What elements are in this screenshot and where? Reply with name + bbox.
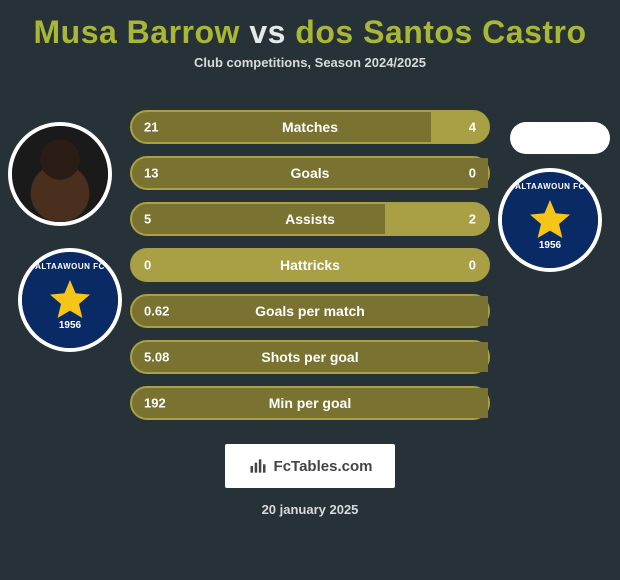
stat-row-goals: 13 0 Goals bbox=[130, 156, 490, 190]
subtitle: Club competitions, Season 2024/2025 bbox=[0, 55, 620, 70]
stat-label: Matches bbox=[282, 119, 338, 135]
stat-label: Assists bbox=[285, 211, 335, 227]
player1-name: Musa Barrow bbox=[33, 14, 239, 50]
stat-fill-left bbox=[132, 204, 385, 234]
player1-club-badge: ALTAAWOUN FC 1956 bbox=[18, 248, 122, 352]
stat-value-left: 21 bbox=[144, 120, 158, 135]
stat-row-goals-per-match: 0.62 Goals per match bbox=[130, 294, 490, 328]
stat-value-right: 2 bbox=[469, 212, 476, 227]
stat-value-right: 0 bbox=[469, 258, 476, 273]
club-name-text: ALTAAWOUN FC bbox=[22, 262, 118, 271]
vs-text: vs bbox=[249, 14, 286, 50]
stat-value-left: 5 bbox=[144, 212, 151, 227]
chart-icon bbox=[248, 456, 268, 476]
stat-row-hattricks: 0 0 Hattricks bbox=[130, 248, 490, 282]
stat-label: Min per goal bbox=[269, 395, 351, 411]
stat-value-left: 5.08 bbox=[144, 350, 169, 365]
stat-row-matches: 21 4 Matches bbox=[130, 110, 490, 144]
stat-value-right: 4 bbox=[469, 120, 476, 135]
club-name-text: ALTAAWOUN FC bbox=[502, 182, 598, 191]
player2-name: dos Santos Castro bbox=[295, 14, 586, 50]
fctables-logo: FcTables.com bbox=[225, 444, 395, 488]
club-year-text: 1956 bbox=[22, 320, 118, 331]
stat-row-min-per-goal: 192 Min per goal bbox=[130, 386, 490, 420]
comparison-title: Musa Barrow vs dos Santos Castro bbox=[0, 0, 620, 55]
player1-avatar bbox=[8, 122, 112, 226]
stat-value-left: 0 bbox=[144, 258, 151, 273]
stat-row-assists: 5 2 Assists bbox=[130, 202, 490, 236]
stat-value-right: 0 bbox=[469, 166, 476, 181]
club-year-text: 1956 bbox=[502, 240, 598, 251]
stat-row-shots-per-goal: 5.08 Shots per goal bbox=[130, 340, 490, 374]
star-icon bbox=[46, 276, 94, 324]
stat-value-left: 192 bbox=[144, 396, 166, 411]
stat-fill-right bbox=[431, 112, 488, 142]
stat-value-left: 0.62 bbox=[144, 304, 169, 319]
stat-label: Goals per match bbox=[255, 303, 365, 319]
star-icon bbox=[526, 196, 574, 244]
player2-avatar-placeholder bbox=[510, 122, 610, 154]
player2-club-badge: ALTAAWOUN FC 1956 bbox=[498, 168, 602, 272]
stat-label: Shots per goal bbox=[261, 349, 358, 365]
player1-face bbox=[12, 126, 108, 222]
stat-value-left: 13 bbox=[144, 166, 158, 181]
stat-label: Goals bbox=[291, 165, 330, 181]
stat-label: Hattricks bbox=[280, 257, 340, 273]
stats-container: 21 4 Matches 13 0 Goals 5 2 Assists 0 0 Hattricks 0.… bbox=[130, 110, 490, 420]
logo-text: FcTables.com bbox=[274, 458, 373, 475]
club-badge-icon: ALTAAWOUN FC 1956 bbox=[22, 252, 118, 348]
date-text: 20 january 2025 bbox=[0, 502, 620, 517]
club-badge-icon: ALTAAWOUN FC 1956 bbox=[502, 172, 598, 268]
